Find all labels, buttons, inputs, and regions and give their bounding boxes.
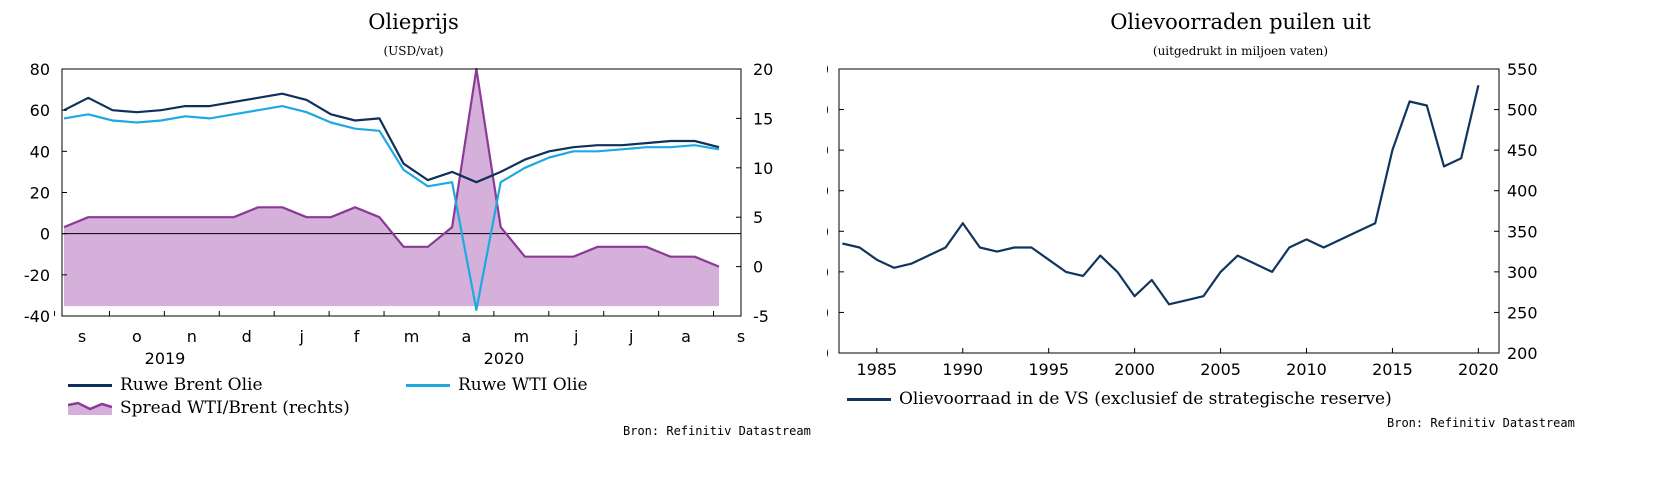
x-tick-label: j: [573, 327, 578, 346]
y-tick-label-right: 450: [1507, 141, 1538, 160]
y-tick-label-right: 10: [753, 159, 773, 178]
legend-wti-label: Ruwe WTI Olie: [458, 375, 588, 395]
y-tick-label-right: 15: [753, 109, 773, 128]
series-ruwe-brent-olie: [63, 92, 720, 184]
y-tick-label-left: 0: [40, 225, 50, 244]
x-tick-label: 1995: [1028, 360, 1069, 379]
legend-spread: Spread WTI/Brent (rechts): [68, 398, 350, 418]
chart-title: Olievoorraden puilen uit: [1110, 10, 1371, 34]
y-tick-label-left: 500: [827, 101, 829, 120]
x-year-label: 2019: [145, 349, 186, 368]
y-tick-label-left: 350: [827, 222, 829, 241]
chart-subtitle: (USD/vat): [383, 44, 444, 58]
series-spread-wti-brent-rechts-: [63, 67, 720, 268]
y-tick-label-left: 400: [827, 182, 829, 201]
x-tick-label: d: [242, 327, 252, 346]
y-tick-label-left: 450: [827, 141, 829, 160]
x-tick-label: f: [354, 327, 360, 346]
legend-spread-label: Spread WTI/Brent (rechts): [120, 398, 350, 418]
y-tick-label-right: 200: [1507, 344, 1538, 363]
x-tick-label: 2010: [1286, 360, 1327, 379]
y-tick-label-right: 250: [1507, 303, 1538, 322]
x-tick-label: m: [514, 327, 530, 346]
y-tick-label-left: 20: [30, 184, 50, 203]
y-tick-label-right: 5: [753, 208, 763, 227]
y-tick-label-left: 250: [827, 303, 829, 322]
x-tick-label: 1990: [942, 360, 983, 379]
source-note: Bron: Refinitiv Datastream: [1387, 416, 1575, 430]
legend-stocks: Olievoorraad in de VS (exclusief de stra…: [847, 389, 1392, 409]
x-year-label: 2020: [484, 349, 525, 368]
legend-spread-swatch: [68, 401, 112, 415]
x-tick-label: s: [78, 327, 86, 346]
legend-stocks-swatch: [847, 397, 891, 401]
x-tick-label: s: [737, 327, 745, 346]
x-tick-label: 2015: [1372, 360, 1413, 379]
legend-wti-swatch: [406, 383, 450, 387]
y-tick-label-right: 550: [1507, 60, 1538, 79]
series-ruwe-wti-olie: [63, 104, 720, 311]
spread-area: [64, 69, 719, 307]
y-tick-label-left: 80: [30, 60, 50, 79]
chart-oil-price: Olieprijs (USD/vat) -40 -20 0 20 40 60 80 -5 0 5 1…: [24, 10, 811, 438]
y-tick-label-left: 200: [827, 344, 829, 363]
y-tick-label-left: 550: [827, 60, 829, 79]
y-tick-label-right: 300: [1507, 263, 1538, 282]
y-tick-label-left: -20: [24, 266, 50, 285]
legend-brent-swatch: [68, 383, 112, 387]
legend-stocks-label: Olievoorraad in de VS (exclusief de stra…: [899, 389, 1392, 409]
x-tick-label: j: [628, 327, 633, 346]
x-tick-label: 2000: [1114, 360, 1155, 379]
x-tick-label: n: [187, 327, 197, 346]
x-tick-label: j: [298, 327, 303, 346]
y-tick-label-right: 20: [753, 60, 773, 79]
y-tick-label-left: 60: [30, 101, 50, 120]
y-tick-label-right: 350: [1507, 222, 1538, 241]
y-tick-label-right: 0: [753, 258, 763, 277]
y-tick-label-left: 300: [827, 263, 829, 282]
x-tick-label: a: [462, 327, 472, 346]
source-note: Bron: Refinitiv Datastream: [623, 424, 811, 438]
legend-brent: Ruwe Brent Olie: [68, 375, 263, 395]
chart-oil-stocks: Olievoorraden puilen uit (uitgedrukt in …: [827, 0, 1654, 477]
x-tick-label: 2020: [1458, 360, 1499, 379]
y-tick-label-right: 400: [1507, 182, 1538, 201]
plot-frame: [838, 68, 1500, 354]
legend-wti: Ruwe WTI Olie: [406, 375, 588, 395]
chart-title: Olieprijs: [368, 10, 459, 34]
y-tick-label-left: 40: [30, 142, 50, 161]
oil-price-plot: -40 -20 0 20 40 60 80 -5 0 5 10 15 20 s o n d j f m a m j j a s 20…: [24, 60, 774, 368]
x-tick-label: a: [681, 327, 691, 346]
series-oil-stocks: [842, 84, 1480, 306]
x-tick-label: 2005: [1200, 360, 1241, 379]
y-tick-label-right: 500: [1507, 101, 1538, 120]
legend-brent-label: Ruwe Brent Olie: [120, 375, 263, 395]
y-tick-label-right: -5: [753, 307, 769, 326]
y-tick-label-left: -40: [24, 307, 50, 326]
oil-stocks-plot: 200 200 250 250 300 300 350 350 400 400 450 450 500 5…: [827, 60, 1538, 379]
x-tick-label: 1985: [856, 360, 897, 379]
x-tick-label: o: [132, 327, 142, 346]
x-tick-label: m: [404, 327, 420, 346]
chart-subtitle: (uitgedrukt in miljoen vaten): [1152, 44, 1329, 58]
